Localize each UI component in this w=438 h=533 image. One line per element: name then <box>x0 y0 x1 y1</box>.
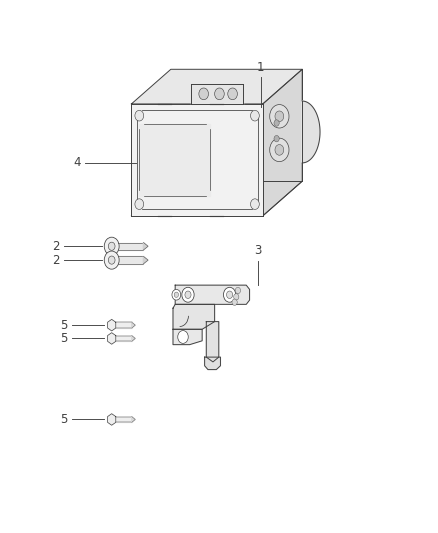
Circle shape <box>228 88 237 100</box>
Polygon shape <box>206 321 219 362</box>
Text: 4: 4 <box>74 156 81 169</box>
Circle shape <box>270 104 289 128</box>
Circle shape <box>185 291 191 298</box>
Polygon shape <box>143 243 148 250</box>
Polygon shape <box>116 417 132 422</box>
Polygon shape <box>175 285 250 304</box>
Polygon shape <box>302 101 320 163</box>
Polygon shape <box>139 124 210 196</box>
Circle shape <box>233 294 239 300</box>
Text: 5: 5 <box>60 332 68 345</box>
Circle shape <box>135 199 144 209</box>
Circle shape <box>251 199 259 209</box>
Polygon shape <box>263 69 302 216</box>
Circle shape <box>104 251 119 269</box>
Polygon shape <box>191 84 243 104</box>
Polygon shape <box>108 319 116 331</box>
Polygon shape <box>118 243 143 250</box>
Circle shape <box>108 242 115 251</box>
Circle shape <box>235 287 240 294</box>
Polygon shape <box>173 329 202 345</box>
Circle shape <box>232 299 237 305</box>
Circle shape <box>108 256 115 264</box>
Polygon shape <box>116 322 132 328</box>
Text: 2: 2 <box>52 254 59 266</box>
Polygon shape <box>131 69 302 104</box>
Text: 1: 1 <box>257 61 265 74</box>
Circle shape <box>270 138 289 161</box>
Circle shape <box>172 289 181 300</box>
Circle shape <box>226 291 233 298</box>
Circle shape <box>275 111 284 122</box>
Text: 2: 2 <box>52 240 59 253</box>
Circle shape <box>251 110 259 121</box>
Polygon shape <box>205 357 220 369</box>
Circle shape <box>275 144 284 155</box>
Polygon shape <box>173 304 215 329</box>
Circle shape <box>215 88 224 100</box>
Circle shape <box>182 287 194 302</box>
Polygon shape <box>108 333 116 344</box>
Polygon shape <box>131 104 263 216</box>
Polygon shape <box>143 256 148 264</box>
Text: 5: 5 <box>60 413 68 426</box>
Circle shape <box>223 287 236 302</box>
Polygon shape <box>118 256 143 264</box>
Circle shape <box>135 110 144 121</box>
Polygon shape <box>132 322 135 328</box>
Circle shape <box>104 237 119 255</box>
Circle shape <box>274 120 279 126</box>
Polygon shape <box>108 414 116 425</box>
Polygon shape <box>132 336 135 341</box>
Polygon shape <box>116 336 132 341</box>
Circle shape <box>199 88 208 100</box>
Circle shape <box>274 135 279 142</box>
Text: 5: 5 <box>60 319 68 332</box>
Circle shape <box>174 292 179 297</box>
Circle shape <box>178 330 188 343</box>
Polygon shape <box>132 417 135 422</box>
Text: 3: 3 <box>254 245 261 257</box>
